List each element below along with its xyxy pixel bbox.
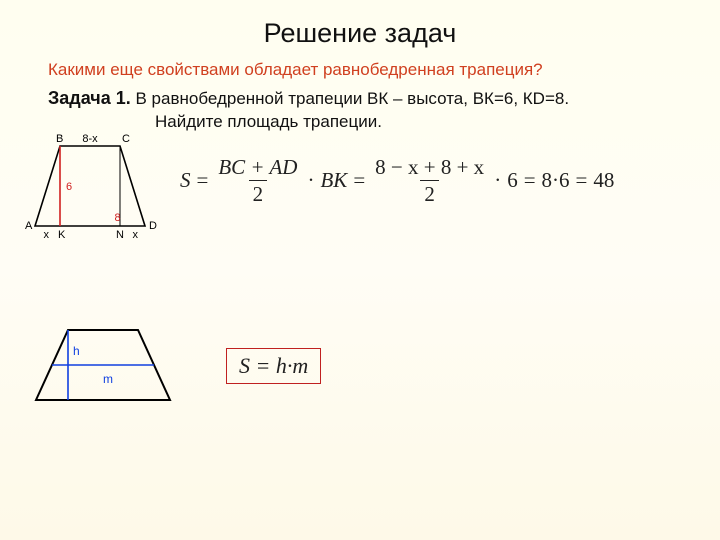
- f1-result: 48: [593, 168, 614, 193]
- f1-eq3: =: [524, 168, 536, 193]
- page-title: Решение задач: [0, 18, 720, 49]
- svg-text:A: A: [25, 220, 33, 232]
- problem-text1: В равнобедренной трапеции ВК – высота, В…: [135, 89, 569, 108]
- formula-area-computation: S = BC + AD 2 · BK = 8 − x + 8 + x 2 · 6…: [180, 156, 614, 205]
- svg-text:C: C: [122, 133, 130, 145]
- figure-trapezoid-2: h m: [26, 320, 186, 420]
- svg-text:6: 6: [66, 181, 72, 193]
- svg-text:x: x: [44, 229, 50, 241]
- svg-text:h: h: [73, 344, 80, 358]
- svg-text:K: K: [58, 229, 66, 241]
- figure-trapezoid-1: A B C D K N 8-x 6 8 x x: [20, 130, 170, 260]
- f1-dot2: ·: [494, 168, 501, 193]
- f1-frac2-num: 8 − x + 8 + x: [371, 156, 488, 180]
- f1-frac1: BC + AD 2: [214, 156, 301, 205]
- svg-text:N: N: [116, 229, 124, 241]
- problem-label: Задача 1.: [48, 88, 131, 108]
- f1-frac2: 8 − x + 8 + x 2: [371, 156, 488, 205]
- f1-frac1-num: BC + AD: [214, 156, 301, 180]
- f1-eq2: =: [353, 168, 365, 193]
- f1-frac1-den: 2: [249, 180, 268, 205]
- svg-text:8: 8: [115, 212, 121, 224]
- svg-text:D: D: [149, 220, 157, 232]
- f1-eq1: =: [197, 168, 209, 193]
- svg-text:m: m: [103, 372, 113, 386]
- f1-frac2-den: 2: [420, 180, 439, 205]
- formula-area-midline: S = h·m: [226, 348, 321, 384]
- problem-line1: Задача 1. В равнобедренной трапеции ВК –…: [48, 88, 569, 109]
- svg-text:8-x: 8-x: [82, 133, 98, 145]
- subtitle: Какими еще свойствами обладает равнобедр…: [48, 60, 543, 80]
- f1-dot1: ·: [307, 168, 314, 193]
- problem-line2: Найдите площадь трапеции.: [155, 112, 382, 132]
- f1-step2: 8·6: [542, 168, 570, 193]
- f1-bk: BK: [320, 168, 347, 193]
- f1-eq4: =: [576, 168, 588, 193]
- f2-text: S = h·m: [239, 353, 308, 378]
- svg-text:B: B: [56, 133, 63, 145]
- f1-six: 6: [507, 168, 518, 193]
- f1-lhs: S: [180, 168, 191, 193]
- svg-text:x: x: [133, 229, 139, 241]
